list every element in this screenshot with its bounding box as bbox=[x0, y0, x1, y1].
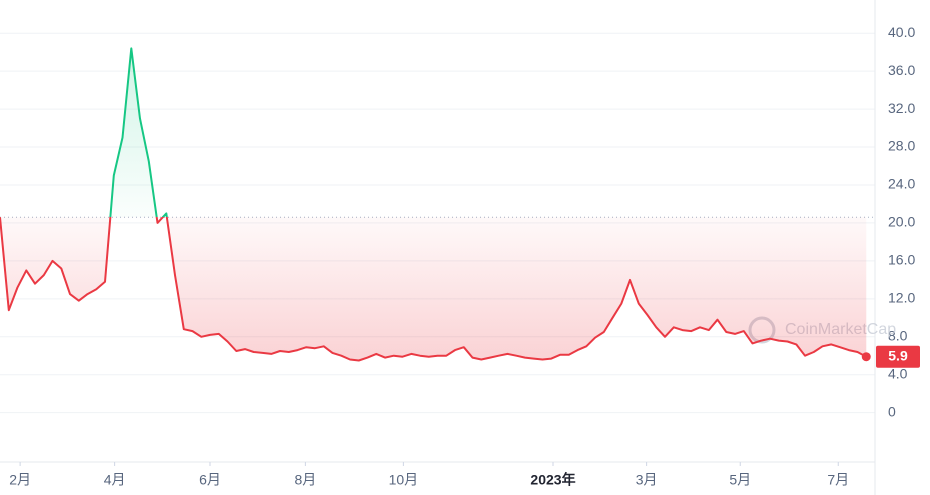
x-tick-label: 3月 bbox=[636, 472, 658, 488]
x-tick-label: 7月 bbox=[827, 472, 849, 488]
x-tick-label: 2023年 bbox=[530, 472, 575, 488]
y-tick-label: 16.0 bbox=[888, 252, 915, 268]
y-tick-label: 24.0 bbox=[888, 176, 915, 192]
last-point bbox=[861, 352, 871, 362]
y-tick-label: 20.0 bbox=[888, 214, 915, 230]
x-tick-label: 6月 bbox=[199, 472, 221, 488]
x-tick-label: 5月 bbox=[729, 472, 751, 488]
price-label: 5.9 bbox=[888, 347, 908, 363]
y-tick-label: 36.0 bbox=[888, 62, 915, 78]
y-tick-label: 12.0 bbox=[888, 290, 915, 306]
x-tick-label: 2月 bbox=[9, 472, 31, 488]
x-tick-label: 8月 bbox=[294, 472, 316, 488]
y-tick-label: 0 bbox=[888, 403, 896, 419]
price-line bbox=[0, 47, 867, 362]
y-tick-label: 40.0 bbox=[888, 24, 915, 40]
x-tick-label: 4月 bbox=[104, 472, 126, 488]
y-tick-label: 28.0 bbox=[888, 138, 915, 154]
price-label-box bbox=[876, 345, 920, 368]
y-tick-label: 8.0 bbox=[888, 327, 908, 343]
x-tick-label: 10月 bbox=[389, 472, 419, 488]
price-area bbox=[0, 48, 867, 361]
y-tick-label: 32.0 bbox=[888, 100, 915, 116]
y-tick-label: 4.0 bbox=[888, 365, 908, 381]
